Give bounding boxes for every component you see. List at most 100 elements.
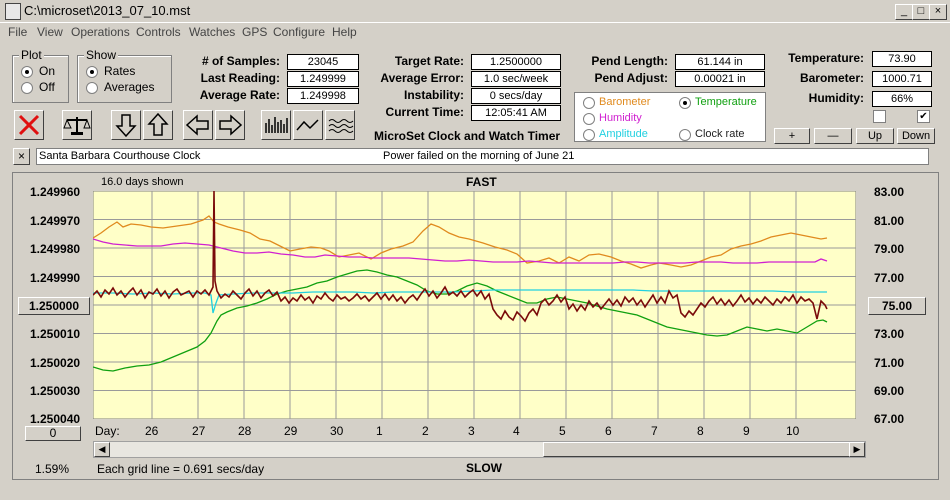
- pend-length-label: Pend Length:: [591, 54, 668, 68]
- menu-gps[interactable]: GPS: [242, 25, 268, 39]
- left-arrow-button[interactable]: [183, 110, 213, 140]
- day-tick-label: 6: [605, 424, 612, 438]
- right-axis-label: 77.00: [874, 271, 905, 285]
- menu-help[interactable]: Help: [332, 25, 357, 39]
- amplitude-option-label: Amplitude: [599, 128, 648, 140]
- show-averages-label: Averages: [104, 80, 155, 94]
- up-button[interactable]: Up: [856, 128, 894, 144]
- instability-label: Instability:: [403, 88, 464, 102]
- day-tick-label: 29: [284, 424, 298, 438]
- balance-button[interactable]: [62, 110, 92, 140]
- humidity-label: Humidity:: [808, 91, 864, 105]
- target-rate-label: Target Rate:: [394, 54, 464, 68]
- plot-on-radio[interactable]: [21, 66, 33, 78]
- grid-note-label: Each grid line = 0.691 secs/day: [97, 462, 265, 476]
- stop-button[interactable]: [14, 110, 44, 140]
- arrow-down-icon: [115, 114, 137, 138]
- day-tick-label: 2: [422, 424, 429, 438]
- barometer-radio[interactable]: [583, 97, 595, 109]
- humidity-radio[interactable]: [583, 113, 595, 125]
- close-button[interactable]: ×: [929, 4, 947, 20]
- right-axis-label: 67.00: [874, 412, 905, 426]
- temperature-center-button[interactable]: 75.00: [868, 297, 926, 315]
- pend-length-value: 61.144 in: [675, 54, 765, 70]
- app-icon[interactable]: [5, 3, 21, 20]
- arrow-up-icon: [147, 112, 169, 136]
- right-arrow-button[interactable]: [215, 110, 245, 140]
- menu-controls[interactable]: Controls: [136, 25, 181, 39]
- temperature-radio[interactable]: [679, 97, 691, 109]
- right-axis-label: 79.00: [874, 242, 905, 256]
- down-arrow-button[interactable]: [111, 110, 141, 140]
- day-tick-label: 1: [376, 424, 383, 438]
- instability-value: 0 secs/day: [471, 88, 561, 104]
- days-shown-label: 16.0 days shown: [101, 176, 184, 188]
- menu-configure[interactable]: Configure: [273, 25, 326, 39]
- average-rate-label: Average Rate:: [199, 88, 280, 102]
- right-axis-label: 73.00: [874, 327, 905, 341]
- samples-label: # of Samples:: [201, 54, 280, 68]
- target-rate-value: 1.2500000: [471, 54, 561, 70]
- bar-graph-icon: [265, 117, 288, 133]
- down-button[interactable]: Down: [897, 128, 935, 144]
- app-caption: MicroSet Clock and Watch Timer: [374, 129, 561, 143]
- bar-view-button[interactable]: [261, 110, 291, 140]
- left-axis-label: 1.249960: [30, 185, 81, 199]
- temperature-label: Temperature:: [788, 51, 864, 65]
- menu-file[interactable]: File: [8, 25, 28, 39]
- average-error-label: Average Error:: [380, 71, 464, 85]
- average-rate-value: 1.249998: [287, 88, 359, 104]
- minimize-button[interactable]: _: [895, 4, 913, 20]
- day-tick-label: 3: [468, 424, 475, 438]
- up-arrow-button[interactable]: [143, 110, 173, 140]
- scroll-thumb[interactable]: [543, 442, 851, 457]
- samples-value: 23045: [287, 54, 359, 70]
- current-time-value: 12:05:41 AM: [471, 105, 561, 121]
- arrow-left-icon: [185, 114, 209, 136]
- last-reading-label: Last Reading:: [200, 71, 280, 85]
- amplitude-radio[interactable]: [583, 129, 595, 141]
- temperature-trace: [93, 269, 828, 372]
- clock-rate-radio[interactable]: [679, 129, 691, 141]
- plot-group: Plot On Off: [12, 48, 69, 103]
- menu-operations[interactable]: Operations: [71, 25, 130, 39]
- plot-on-label: On: [39, 64, 56, 78]
- clear-notes-button[interactable]: ×: [13, 148, 30, 165]
- line-view-button[interactable]: [293, 110, 323, 140]
- plus-button[interactable]: +: [774, 128, 810, 144]
- barometer-value: 1000.71: [872, 71, 932, 87]
- barometer-option-label: Barometer: [599, 96, 651, 108]
- right-checkbox[interactable]: ✔: [917, 110, 930, 123]
- minus-button[interactable]: —: [814, 128, 852, 144]
- fast-label: FAST: [466, 175, 497, 189]
- smooth-view-button[interactable]: [325, 110, 355, 140]
- menu-watches[interactable]: Watches: [189, 25, 236, 39]
- day-tick-label: 27: [192, 424, 206, 438]
- day-tick-label: 9: [743, 424, 750, 438]
- red-x-icon: [18, 114, 40, 136]
- scroll-left-icon[interactable]: ◀: [94, 442, 110, 457]
- time-scrollbar[interactable]: ◀ ▶: [93, 441, 866, 458]
- left-axis-label: 1.250020: [30, 356, 81, 370]
- pend-adjust-value: 0.00021 in: [675, 71, 765, 87]
- maximize-button[interactable]: □: [912, 4, 930, 20]
- notes-field[interactable]: Santa Barbara Courthouse Clock Power fai…: [36, 148, 929, 165]
- menu-view[interactable]: View: [37, 25, 63, 39]
- day-tick-label: 7: [651, 424, 658, 438]
- show-averages-radio[interactable]: [86, 82, 98, 94]
- scroll-right-icon[interactable]: ▶: [849, 442, 865, 457]
- show-rates-radio[interactable]: [86, 66, 98, 78]
- day-tick-label: 30: [330, 424, 344, 438]
- left-axis-label: 1.250040: [30, 412, 81, 426]
- temperature-value: 73.90: [872, 51, 932, 67]
- show-group: Show Rates Averages: [77, 48, 172, 103]
- left-checkbox[interactable]: [873, 110, 886, 123]
- show-rates-label: Rates: [104, 64, 136, 78]
- day-tick-label: 8: [697, 424, 704, 438]
- temperature-option-label: Temperature: [695, 96, 757, 108]
- rate-center-button[interactable]: 1.250000: [18, 297, 90, 315]
- plot-off-radio[interactable]: [21, 82, 33, 94]
- zero-button[interactable]: 0: [25, 426, 81, 441]
- day-tick-label: 4: [513, 424, 520, 438]
- window-title: C:\microset\2013_07_10.mst: [24, 3, 191, 18]
